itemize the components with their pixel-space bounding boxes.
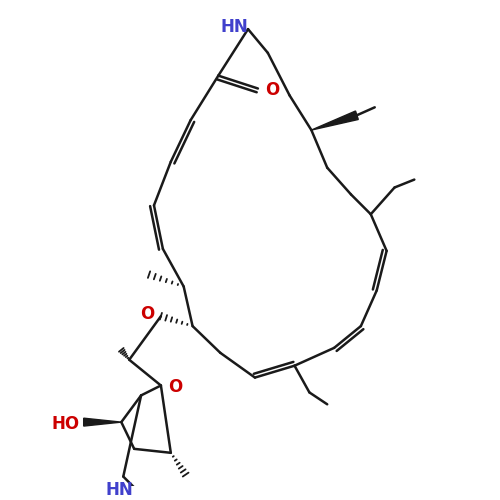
Text: O: O	[264, 82, 279, 100]
Text: HO: HO	[52, 415, 80, 433]
Polygon shape	[84, 418, 122, 426]
Text: HN: HN	[106, 482, 133, 500]
Polygon shape	[312, 111, 358, 130]
Text: HN: HN	[220, 18, 248, 36]
Text: O: O	[168, 378, 182, 396]
Text: O: O	[140, 305, 154, 323]
